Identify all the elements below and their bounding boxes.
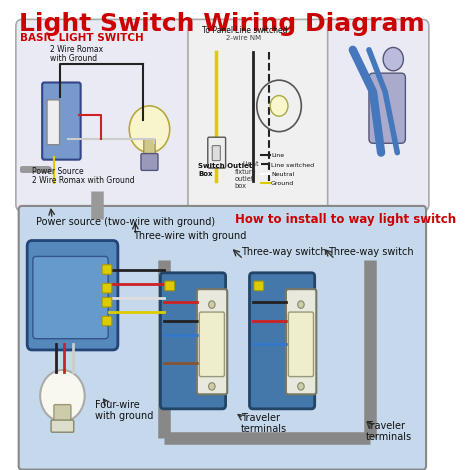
FancyBboxPatch shape (102, 298, 112, 307)
FancyBboxPatch shape (47, 100, 60, 145)
Circle shape (40, 370, 85, 422)
FancyBboxPatch shape (160, 273, 226, 409)
Text: terminals: terminals (366, 432, 412, 442)
Text: Three-way switch: Three-way switch (241, 248, 326, 258)
FancyBboxPatch shape (165, 281, 174, 290)
FancyBboxPatch shape (369, 73, 405, 143)
Text: Switch Outlet: Switch Outlet (198, 163, 253, 169)
Text: Line: Line (271, 153, 284, 158)
Text: outlet: outlet (235, 176, 254, 182)
FancyBboxPatch shape (102, 265, 112, 274)
FancyBboxPatch shape (197, 289, 227, 394)
FancyBboxPatch shape (18, 206, 426, 470)
FancyBboxPatch shape (102, 316, 112, 326)
Text: To Panel: To Panel (202, 26, 233, 35)
Text: Light Switch Wiring Diagram: Light Switch Wiring Diagram (19, 12, 425, 36)
FancyBboxPatch shape (27, 241, 118, 350)
FancyBboxPatch shape (288, 312, 313, 376)
Text: with ground: with ground (95, 411, 153, 421)
Circle shape (209, 383, 215, 390)
Text: Box: Box (198, 171, 212, 177)
Circle shape (383, 47, 403, 71)
Circle shape (298, 383, 304, 390)
Text: 2 Wire Romax: 2 Wire Romax (50, 45, 103, 54)
FancyBboxPatch shape (33, 257, 108, 339)
Circle shape (209, 301, 215, 308)
Text: box: box (235, 183, 246, 188)
FancyBboxPatch shape (286, 289, 316, 394)
Text: How to install to way light switch: How to install to way light switch (235, 213, 456, 226)
Text: Power Source: Power Source (32, 167, 84, 176)
FancyBboxPatch shape (254, 281, 264, 290)
Text: Line switched: Line switched (271, 163, 314, 168)
Text: 2-wire NM: 2-wire NM (227, 35, 262, 41)
Circle shape (298, 301, 304, 308)
Text: with Ground: with Ground (50, 55, 97, 63)
FancyBboxPatch shape (51, 420, 74, 432)
FancyBboxPatch shape (141, 154, 158, 171)
FancyBboxPatch shape (42, 83, 81, 160)
FancyBboxPatch shape (212, 146, 220, 161)
FancyBboxPatch shape (54, 405, 71, 425)
FancyBboxPatch shape (249, 273, 315, 409)
Text: Traveler: Traveler (241, 414, 280, 423)
FancyBboxPatch shape (188, 19, 338, 211)
Text: Light: Light (243, 161, 259, 167)
Text: Ground: Ground (271, 181, 294, 187)
Circle shape (129, 106, 170, 153)
Text: Three-wire with ground: Three-wire with ground (133, 231, 246, 241)
Text: BASIC LIGHT SWITCH: BASIC LIGHT SWITCH (19, 33, 143, 43)
Text: Power source (two-wire with ground): Power source (two-wire with ground) (36, 217, 215, 227)
FancyBboxPatch shape (144, 139, 155, 157)
FancyBboxPatch shape (328, 19, 429, 211)
Circle shape (270, 95, 288, 116)
FancyBboxPatch shape (102, 283, 112, 293)
Text: terminals: terminals (241, 424, 287, 434)
Text: Traveler: Traveler (366, 422, 405, 431)
Text: Line switched: Line switched (235, 26, 287, 35)
Text: Three-way switch: Three-way switch (328, 248, 413, 258)
FancyBboxPatch shape (16, 19, 198, 211)
Text: Neutral: Neutral (271, 172, 294, 177)
FancyBboxPatch shape (199, 312, 224, 376)
Text: Four-wire: Four-wire (95, 400, 139, 410)
Text: 2 Wire Romax with Ground: 2 Wire Romax with Ground (32, 176, 135, 185)
Text: fixture: fixture (235, 169, 256, 175)
FancyBboxPatch shape (208, 137, 226, 168)
